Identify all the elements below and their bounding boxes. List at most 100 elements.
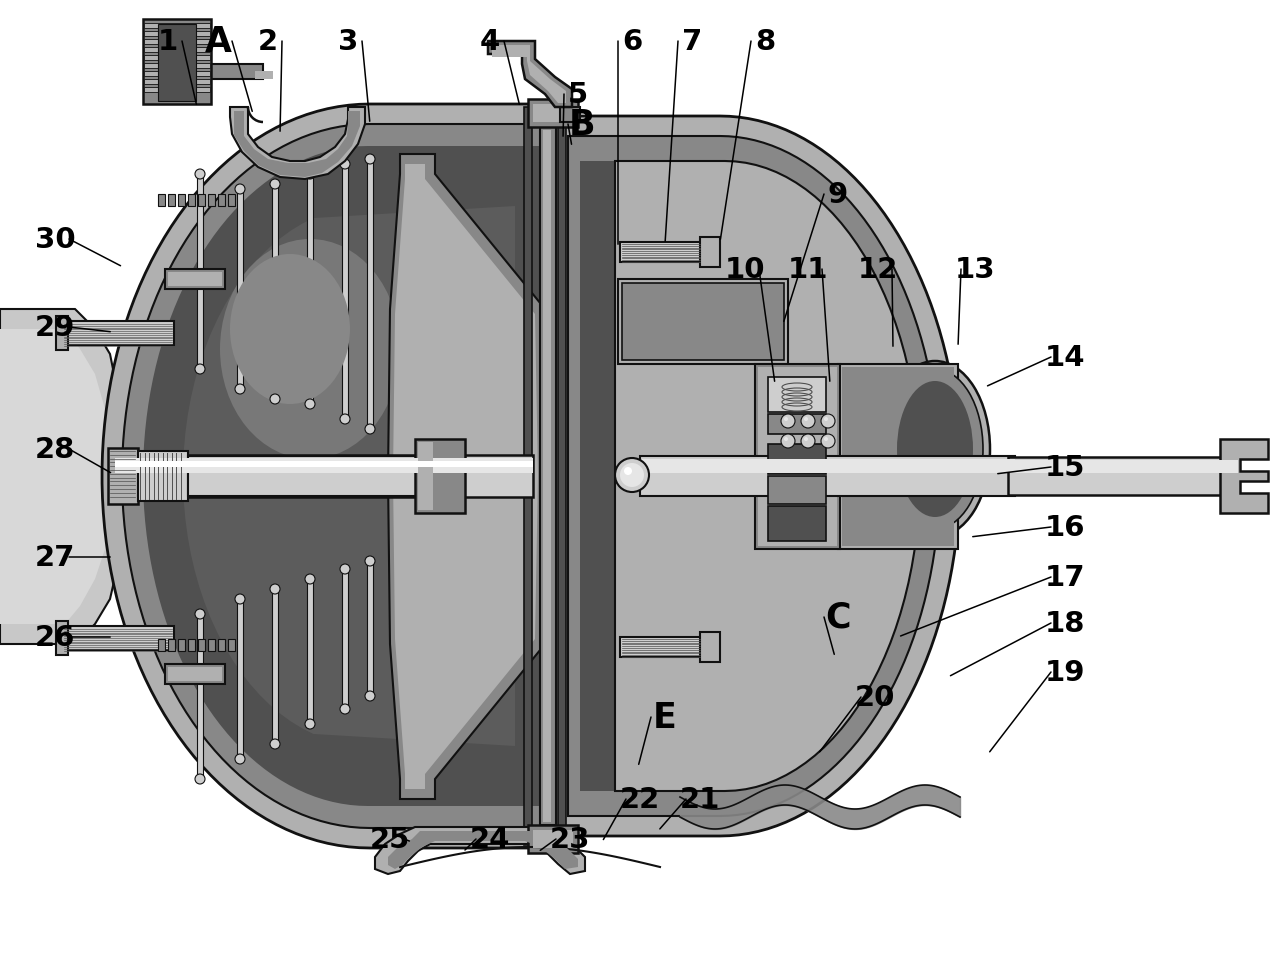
Circle shape xyxy=(305,720,315,729)
Ellipse shape xyxy=(230,254,349,405)
Bar xyxy=(768,377,826,413)
Circle shape xyxy=(785,437,788,441)
Circle shape xyxy=(270,740,280,749)
Bar xyxy=(188,194,195,207)
Bar xyxy=(842,368,954,546)
Circle shape xyxy=(804,437,808,441)
Circle shape xyxy=(824,417,828,421)
Circle shape xyxy=(340,564,349,575)
Circle shape xyxy=(781,435,795,449)
Bar xyxy=(558,108,566,845)
Text: 4: 4 xyxy=(480,28,500,56)
Text: 25: 25 xyxy=(370,825,410,853)
Circle shape xyxy=(820,435,835,449)
Bar xyxy=(168,639,175,651)
Text: 30: 30 xyxy=(35,226,76,253)
Bar xyxy=(367,561,372,697)
Bar xyxy=(228,639,236,651)
Circle shape xyxy=(620,463,644,488)
Circle shape xyxy=(340,415,349,424)
Text: 23: 23 xyxy=(549,825,590,853)
Bar xyxy=(540,128,556,825)
Bar xyxy=(108,449,138,504)
Bar xyxy=(209,194,215,207)
Text: 12: 12 xyxy=(858,255,899,284)
Bar xyxy=(113,456,532,497)
Text: 3: 3 xyxy=(338,28,358,56)
Circle shape xyxy=(236,754,244,764)
Bar xyxy=(532,830,573,848)
Bar xyxy=(273,589,278,744)
Bar xyxy=(768,415,826,435)
Bar xyxy=(198,194,205,207)
Text: 26: 26 xyxy=(35,623,76,651)
Polygon shape xyxy=(388,831,579,869)
Text: B: B xyxy=(568,108,595,142)
Text: 27: 27 xyxy=(35,543,76,572)
Bar xyxy=(145,64,210,69)
Circle shape xyxy=(824,437,828,441)
Bar xyxy=(367,160,372,430)
Bar xyxy=(838,365,957,550)
Bar xyxy=(145,48,210,53)
Bar xyxy=(218,639,225,651)
Polygon shape xyxy=(234,112,360,178)
Bar xyxy=(237,599,243,760)
Circle shape xyxy=(365,154,375,165)
Text: 24: 24 xyxy=(470,825,511,853)
Text: 28: 28 xyxy=(35,436,76,463)
Text: 19: 19 xyxy=(1044,659,1085,686)
Ellipse shape xyxy=(220,240,401,459)
Bar xyxy=(157,194,165,207)
Circle shape xyxy=(801,435,815,449)
Bar xyxy=(620,243,701,263)
Circle shape xyxy=(305,170,315,180)
Text: 18: 18 xyxy=(1044,609,1085,638)
Text: 17: 17 xyxy=(1044,563,1085,592)
Bar xyxy=(700,237,721,268)
Circle shape xyxy=(340,160,349,170)
Bar xyxy=(145,56,210,61)
Circle shape xyxy=(625,468,632,476)
Text: 11: 11 xyxy=(787,255,828,284)
Text: 20: 20 xyxy=(855,683,895,711)
Circle shape xyxy=(781,415,795,429)
Bar xyxy=(419,442,433,511)
Bar xyxy=(643,459,1015,474)
Bar xyxy=(543,131,550,822)
Circle shape xyxy=(270,395,280,405)
Bar xyxy=(168,667,221,681)
Polygon shape xyxy=(122,125,556,828)
Bar xyxy=(178,194,186,207)
Bar xyxy=(143,20,211,105)
Bar xyxy=(145,80,210,85)
Circle shape xyxy=(305,575,315,584)
Circle shape xyxy=(270,584,280,595)
Text: 9: 9 xyxy=(828,181,849,209)
Text: C: C xyxy=(826,600,851,635)
Text: 5: 5 xyxy=(568,81,588,109)
Bar xyxy=(255,71,273,80)
Bar xyxy=(415,439,465,514)
Bar xyxy=(620,638,701,658)
Bar xyxy=(1010,460,1238,474)
Text: 15: 15 xyxy=(1044,454,1085,481)
Circle shape xyxy=(305,399,315,410)
Bar xyxy=(273,185,278,399)
Bar xyxy=(342,165,348,419)
Bar xyxy=(61,322,174,346)
Bar xyxy=(193,65,262,80)
Circle shape xyxy=(801,415,815,429)
Bar xyxy=(165,664,225,684)
Bar xyxy=(145,71,210,77)
Text: 13: 13 xyxy=(955,255,996,284)
Bar xyxy=(768,476,826,504)
Bar xyxy=(228,194,236,207)
Bar xyxy=(157,25,196,102)
Bar xyxy=(342,569,348,709)
Bar xyxy=(115,458,532,474)
Circle shape xyxy=(270,180,280,190)
Text: 6: 6 xyxy=(622,28,643,56)
Circle shape xyxy=(236,595,244,604)
Ellipse shape xyxy=(897,381,973,517)
